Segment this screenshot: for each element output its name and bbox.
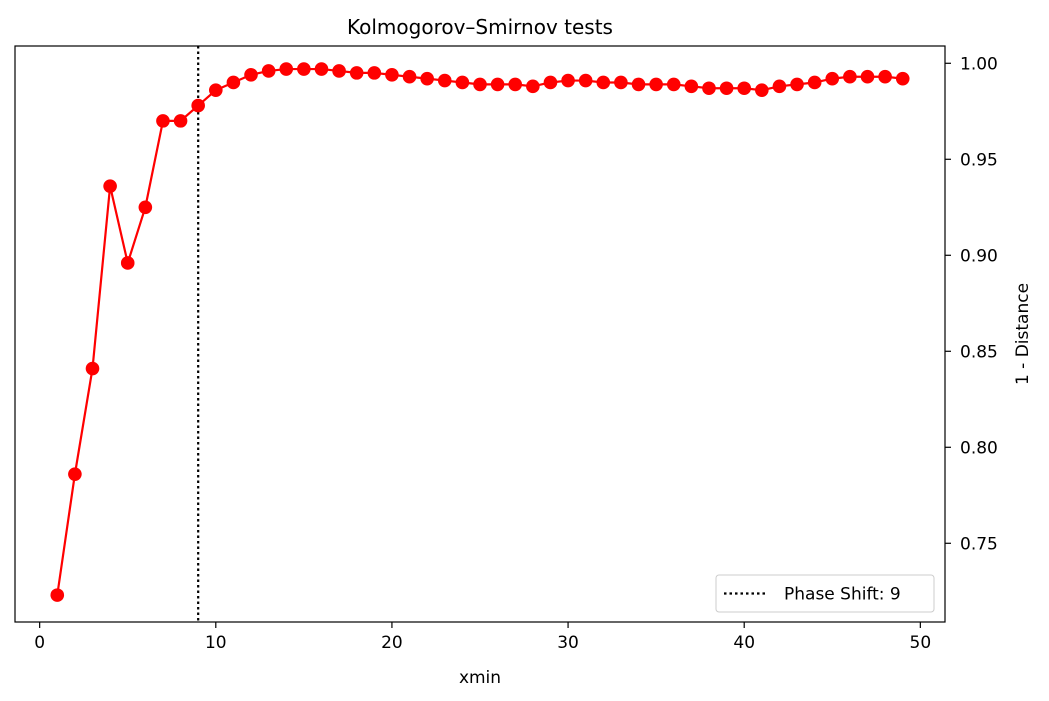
series-layer xyxy=(50,62,910,602)
data-point xyxy=(85,361,100,376)
data-point xyxy=(666,77,681,92)
data-point xyxy=(173,114,188,128)
legend-box xyxy=(715,574,935,613)
x-tick-label: 10 xyxy=(205,633,227,653)
y-tick-label: 0.75 xyxy=(960,534,998,554)
legend-label-phase-shift: Phase Shift: 9 xyxy=(784,585,901,605)
data-point xyxy=(209,83,223,97)
legend: Phase Shift: 9 xyxy=(715,574,935,613)
data-point xyxy=(226,75,241,90)
plot-area-frame xyxy=(14,45,946,623)
data-point xyxy=(737,81,751,96)
y-tick-label: 0.95 xyxy=(960,150,998,170)
data-point xyxy=(596,75,611,90)
chart-title: Kolmogorov–Smirnov tests xyxy=(347,15,613,39)
data-point xyxy=(490,77,505,92)
data-point xyxy=(772,79,787,94)
data-point xyxy=(895,71,910,86)
data-point xyxy=(473,77,487,92)
data-point xyxy=(367,66,382,80)
data-point xyxy=(843,69,857,84)
data-point xyxy=(878,69,892,84)
data-point xyxy=(68,467,82,481)
data-point xyxy=(561,73,575,88)
y-axis: 0.75 0.80 0.85 0.90 0.95 1.00 xyxy=(945,54,998,554)
data-point xyxy=(455,75,470,90)
data-point xyxy=(244,68,258,82)
data-point xyxy=(349,66,364,80)
y-tick-label: 0.90 xyxy=(960,246,998,266)
y-tick-label: 1.00 xyxy=(960,54,998,74)
data-point xyxy=(543,75,558,90)
x-tick-label: 30 xyxy=(557,633,579,653)
data-point xyxy=(103,179,117,193)
data-point xyxy=(332,64,346,78)
data-point xyxy=(790,77,804,92)
x-axis-label: xmin xyxy=(459,668,501,688)
data-point xyxy=(279,62,294,76)
data-point xyxy=(649,77,663,92)
data-point xyxy=(578,73,593,88)
data-point xyxy=(719,81,734,96)
y-tick-label: 0.80 xyxy=(960,438,998,458)
data-point xyxy=(50,588,65,602)
y-tick-label: 0.85 xyxy=(960,342,998,362)
data-point xyxy=(807,75,822,90)
x-tick-label: 40 xyxy=(733,633,755,653)
data-point xyxy=(385,68,399,82)
data-point xyxy=(702,81,716,96)
data-point xyxy=(508,77,523,92)
x-tick-label: 50 xyxy=(910,633,932,653)
data-point xyxy=(191,98,205,113)
data-point xyxy=(860,69,875,84)
x-axis: 0 10 20 30 40 50 xyxy=(34,622,931,653)
data-point xyxy=(526,79,540,94)
data-point xyxy=(261,64,276,78)
data-point xyxy=(314,62,329,76)
data-point xyxy=(825,71,840,86)
data-point xyxy=(402,69,417,84)
data-point xyxy=(297,62,311,76)
data-point xyxy=(755,83,769,97)
data-point xyxy=(420,71,434,86)
data-point xyxy=(631,77,646,92)
x-tick-label: 20 xyxy=(381,633,403,653)
data-point xyxy=(437,73,452,88)
y-axis-label: 1 - Distance xyxy=(1013,283,1033,385)
data-point xyxy=(120,256,135,270)
data-point xyxy=(156,114,170,128)
data-point xyxy=(684,79,699,94)
data-point xyxy=(614,75,628,90)
x-tick-label: 0 xyxy=(34,633,45,653)
data-point xyxy=(138,200,153,215)
